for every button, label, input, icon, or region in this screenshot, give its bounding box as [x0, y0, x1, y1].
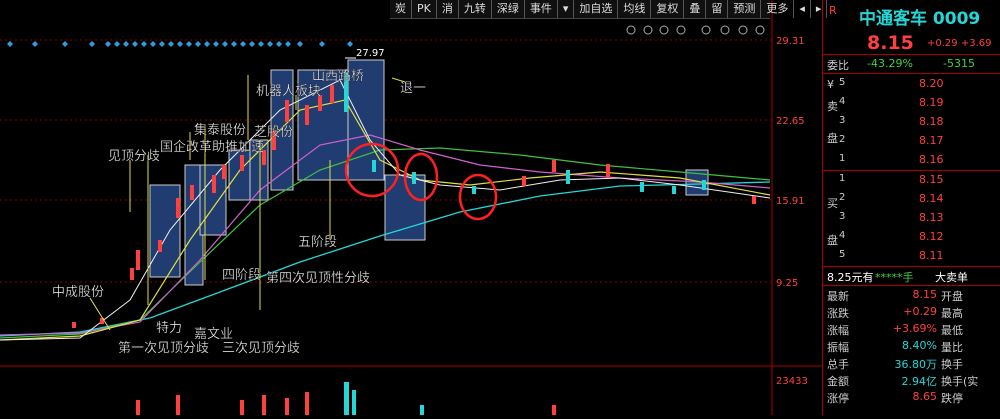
annotation-14: 四阶段 — [222, 268, 261, 283]
volume-label: 23433 — [776, 376, 808, 387]
toolbar-btn-pk[interactable]: PK — [412, 0, 437, 18]
toolbar-prev-icon[interactable]: ◂ — [794, 0, 811, 18]
toolbar-btn-add-watch[interactable]: 加自选 — [574, 0, 619, 18]
toolbar-dropdown-icon[interactable]: ▾ — [558, 0, 575, 18]
event-markers — [7, 41, 353, 47]
annotation-15: 第四次见顶性分歧 — [266, 270, 370, 286]
stock-title: 中通客车 0009 — [859, 9, 981, 29]
annotation-8: 中成股份 — [52, 285, 104, 300]
buy-row-4[interactable]: 4 8.12 — [839, 230, 944, 243]
toolbar-btn-5[interactable]: 深绿 — [492, 0, 525, 18]
sell-row-1[interactable]: 1 8.16 — [839, 153, 944, 166]
chart-tool-icons — [626, 25, 765, 35]
sell-row-2[interactable]: 2 8.17 — [839, 134, 944, 147]
annotation-4: 集泰股份 — [194, 122, 246, 138]
annotation-6: 国企改革助推加速 — [160, 139, 264, 155]
info-row-latest: 最新 8.15 开盘 — [827, 288, 963, 303]
toolbar-btn-ma[interactable]: 均线 — [618, 0, 652, 18]
toolbar-btn-4[interactable]: 九转 — [459, 0, 492, 18]
annotation-arrows — [89, 75, 406, 331]
annotation-7: 见顶分歧 — [108, 149, 160, 164]
sell-row-4[interactable]: 4 8.19 — [839, 96, 944, 109]
annotation-5: 芝股份 — [254, 124, 293, 140]
annotation-13: 五阶段 — [298, 235, 337, 250]
volume-bars — [136, 382, 556, 415]
toolbar-btn-overlay[interactable]: 叠 — [684, 0, 707, 18]
chart-toolbar: 炭 PK 消 九转 深绿 事件 ▾ 加自选 均线 复权 叠 留 预测 更多 ◂ … — [390, 0, 828, 19]
toolbar-btn-adjust[interactable]: 复权 — [651, 0, 685, 18]
last-price: 8.15 — [867, 32, 914, 54]
info-row-change: 涨跌 +0.29 最高 — [827, 305, 963, 320]
highlight-circles — [344, 142, 498, 221]
stage-boxes — [149, 59, 709, 286]
y-label-2: 22.65 — [776, 116, 805, 127]
annotation-2: 退一 — [400, 81, 426, 96]
info-row-limit: 涨停 8.65 跌停 — [827, 390, 963, 405]
toolbar-btn-1[interactable]: 炭 — [390, 0, 412, 18]
info-row-pct: 涨幅 +3.69% 最低 — [827, 322, 963, 337]
sell-row-5[interactable]: 5 8.20 — [839, 77, 944, 90]
toolbar-btn-3[interactable]: 消 — [437, 0, 459, 18]
info-row-amount: 金额 2.94亿 换手(实 — [827, 375, 979, 388]
toolbar-btn-events[interactable]: 事件 — [525, 0, 558, 18]
buy-row-5[interactable]: 5 8.11 — [839, 249, 944, 262]
sell-row-3[interactable]: 3 8.18 — [839, 115, 944, 128]
chart-svg: 29.31 22.65 15.91 9.25 23433 27.97 山西路桥 … — [0, 0, 822, 415]
annotation-1: 山西路桥 — [312, 68, 364, 84]
toolbar-btn-forecast[interactable]: 预测 — [728, 0, 762, 18]
toolbar-next-icon[interactable]: ▸ — [811, 0, 828, 18]
weibi-row: 委比 -43.29% -5315 — [827, 57, 975, 72]
y-label-4: 9.25 — [776, 278, 798, 289]
big-order-row: 8.25元有 *****手 大卖单 — [827, 271, 968, 284]
buy-row-3[interactable]: 3 8.13 — [839, 211, 944, 224]
range-mark: R — [829, 4, 837, 17]
y-label-3: 15.91 — [776, 196, 805, 207]
info-row-volume: 总手 36.80万 换手 — [827, 358, 963, 371]
peak-price-label: 27.97 — [356, 48, 385, 59]
toolbar-btn-12[interactable]: 留 — [706, 0, 729, 18]
candles — [72, 72, 756, 328]
y-label-top: 29.31 — [776, 36, 805, 47]
info-row-amplitude: 振幅 8.40% 量比 — [827, 339, 963, 354]
price-change: +0.29 +3.69 — [927, 38, 992, 49]
quote-panel: R 中通客车 0009 8.15 +0.29 +3.69 委比 -43.29% … — [822, 0, 1000, 415]
annotation-12: 三次见顶分歧 — [222, 340, 300, 356]
buy-row-1[interactable]: 1 8.15 — [839, 173, 944, 186]
toolbar-btn-more[interactable]: 更多 — [761, 0, 795, 18]
annotation-11: 第一次见顶分歧 — [118, 340, 209, 356]
kline-chart[interactable]: 29.31 22.65 15.91 9.25 23433 27.97 山西路桥 … — [0, 0, 828, 415]
annotation-10: 嘉文业 — [194, 327, 233, 342]
annotation-9: 特力 — [156, 321, 182, 336]
buy-row-2[interactable]: 2 8.14 — [839, 192, 944, 205]
annotation-3: 机器人板块 — [256, 84, 321, 99]
